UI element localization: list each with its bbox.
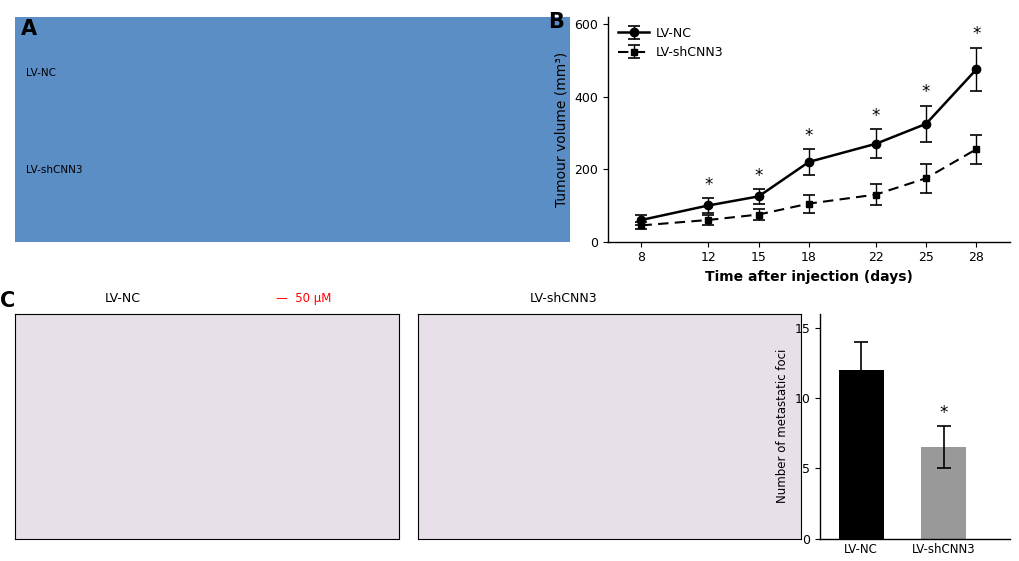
Y-axis label: Number of metastatic foci: Number of metastatic foci bbox=[775, 349, 788, 503]
Bar bbox=[920, 447, 966, 539]
Text: *: * bbox=[804, 127, 812, 145]
Text: *: * bbox=[921, 84, 929, 102]
Text: LV-NC: LV-NC bbox=[26, 68, 56, 78]
Text: LV-shCNN3: LV-shCNN3 bbox=[529, 292, 596, 305]
Text: *: * bbox=[938, 404, 947, 422]
Text: LV-shCNN3: LV-shCNN3 bbox=[26, 165, 83, 174]
Text: *: * bbox=[703, 176, 712, 194]
Text: *: * bbox=[871, 107, 879, 125]
Text: *: * bbox=[754, 167, 762, 185]
Text: —  50 μM: — 50 μM bbox=[275, 292, 331, 305]
Text: A: A bbox=[20, 19, 37, 39]
Text: B: B bbox=[547, 12, 564, 33]
Bar bbox=[838, 370, 883, 539]
Y-axis label: Tumour volume (mm³): Tumour volume (mm³) bbox=[554, 52, 569, 207]
Legend: LV-NC, LV-shCNN3: LV-NC, LV-shCNN3 bbox=[613, 23, 727, 63]
Text: *: * bbox=[971, 25, 979, 43]
Text: LV-NC: LV-NC bbox=[105, 292, 141, 305]
Text: C: C bbox=[0, 291, 15, 311]
X-axis label: Time after injection (days): Time after injection (days) bbox=[704, 270, 912, 284]
